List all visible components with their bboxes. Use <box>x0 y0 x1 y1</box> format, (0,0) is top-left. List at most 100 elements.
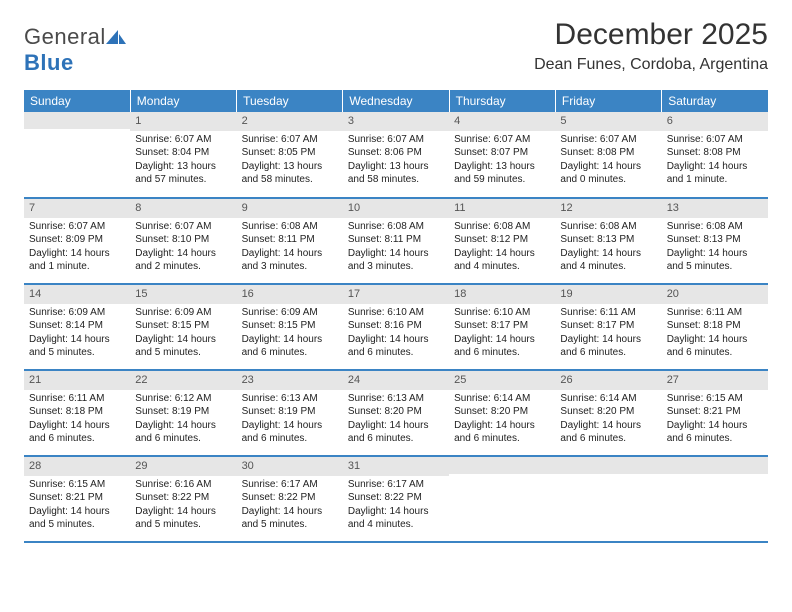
sunrise-text: Sunrise: 6:15 AM <box>667 392 763 406</box>
cell-body: Sunrise: 6:15 AMSunset: 8:21 PMDaylight:… <box>24 476 130 536</box>
daylight-text: Daylight: 14 hours and 5 minutes. <box>242 505 338 532</box>
calendar-cell: 4Sunrise: 6:07 AMSunset: 8:07 PMDaylight… <box>449 112 555 198</box>
sunrise-text: Sunrise: 6:14 AM <box>560 392 656 406</box>
day-number: 27 <box>662 371 768 390</box>
weekday-header: Sunday <box>24 90 130 112</box>
sunrise-text: Sunrise: 6:16 AM <box>135 478 231 492</box>
daylight-text: Daylight: 14 hours and 3 minutes. <box>348 247 444 274</box>
sunset-text: Sunset: 8:11 PM <box>348 233 444 247</box>
daylight-text: Daylight: 14 hours and 5 minutes. <box>667 247 763 274</box>
sunset-text: Sunset: 8:17 PM <box>454 319 550 333</box>
day-number: 12 <box>555 199 661 218</box>
cell-body: Sunrise: 6:07 AMSunset: 8:04 PMDaylight:… <box>130 131 236 191</box>
day-number: 19 <box>555 285 661 304</box>
daylight-text: Daylight: 14 hours and 6 minutes. <box>560 419 656 446</box>
sunset-text: Sunset: 8:19 PM <box>135 405 231 419</box>
calendar-cell: 13Sunrise: 6:08 AMSunset: 8:13 PMDayligh… <box>662 198 768 284</box>
sunrise-text: Sunrise: 6:10 AM <box>348 306 444 320</box>
daylight-text: Daylight: 14 hours and 6 minutes. <box>242 419 338 446</box>
weekday-header: Saturday <box>662 90 768 112</box>
sunset-text: Sunset: 8:15 PM <box>135 319 231 333</box>
cell-body: Sunrise: 6:15 AMSunset: 8:21 PMDaylight:… <box>662 390 768 450</box>
daylight-text: Daylight: 14 hours and 5 minutes. <box>29 505 125 532</box>
sunset-text: Sunset: 8:19 PM <box>242 405 338 419</box>
sunset-text: Sunset: 8:20 PM <box>348 405 444 419</box>
calendar-cell: 15Sunrise: 6:09 AMSunset: 8:15 PMDayligh… <box>130 284 236 370</box>
day-number: 4 <box>449 112 555 131</box>
calendar-cell <box>24 112 130 198</box>
calendar-row: 28Sunrise: 6:15 AMSunset: 8:21 PMDayligh… <box>24 456 768 542</box>
cell-body: Sunrise: 6:09 AMSunset: 8:14 PMDaylight:… <box>24 304 130 364</box>
calendar-table: SundayMondayTuesdayWednesdayThursdayFrid… <box>24 90 768 543</box>
weekday-row: SundayMondayTuesdayWednesdayThursdayFrid… <box>24 90 768 112</box>
cell-body: Sunrise: 6:07 AMSunset: 8:08 PMDaylight:… <box>662 131 768 191</box>
sunset-text: Sunset: 8:18 PM <box>29 405 125 419</box>
cell-body: Sunrise: 6:12 AMSunset: 8:19 PMDaylight:… <box>130 390 236 450</box>
daylight-text: Daylight: 14 hours and 6 minutes. <box>454 419 550 446</box>
daylight-text: Daylight: 14 hours and 6 minutes. <box>560 333 656 360</box>
daylight-text: Daylight: 13 hours and 57 minutes. <box>135 160 231 187</box>
calendar-cell: 16Sunrise: 6:09 AMSunset: 8:15 PMDayligh… <box>237 284 343 370</box>
sunset-text: Sunset: 8:09 PM <box>29 233 125 247</box>
cell-body: Sunrise: 6:17 AMSunset: 8:22 PMDaylight:… <box>237 476 343 536</box>
daylight-text: Daylight: 13 hours and 59 minutes. <box>454 160 550 187</box>
calendar-row: 14Sunrise: 6:09 AMSunset: 8:14 PMDayligh… <box>24 284 768 370</box>
day-number: 16 <box>237 285 343 304</box>
daylight-text: Daylight: 14 hours and 3 minutes. <box>242 247 338 274</box>
day-number: 31 <box>343 457 449 476</box>
daylight-text: Daylight: 14 hours and 6 minutes. <box>29 419 125 446</box>
weekday-header: Thursday <box>449 90 555 112</box>
calendar-row: 1Sunrise: 6:07 AMSunset: 8:04 PMDaylight… <box>24 112 768 198</box>
calendar-cell: 24Sunrise: 6:13 AMSunset: 8:20 PMDayligh… <box>343 370 449 456</box>
daylight-text: Daylight: 14 hours and 4 minutes. <box>348 505 444 532</box>
day-number: 7 <box>24 199 130 218</box>
calendar-cell: 7Sunrise: 6:07 AMSunset: 8:09 PMDaylight… <box>24 198 130 284</box>
title-block: December 2025 Dean Funes, Cordoba, Argen… <box>534 18 768 74</box>
cell-body: Sunrise: 6:16 AMSunset: 8:22 PMDaylight:… <box>130 476 236 536</box>
logo-text-part2: Blue <box>24 50 74 75</box>
cell-body: Sunrise: 6:10 AMSunset: 8:16 PMDaylight:… <box>343 304 449 364</box>
day-number: 25 <box>449 371 555 390</box>
calendar-cell: 19Sunrise: 6:11 AMSunset: 8:17 PMDayligh… <box>555 284 661 370</box>
day-number: 6 <box>662 112 768 131</box>
day-number: 22 <box>130 371 236 390</box>
cell-body: Sunrise: 6:09 AMSunset: 8:15 PMDaylight:… <box>130 304 236 364</box>
daylight-text: Daylight: 14 hours and 4 minutes. <box>454 247 550 274</box>
sunrise-text: Sunrise: 6:17 AM <box>348 478 444 492</box>
day-number: 21 <box>24 371 130 390</box>
calendar-cell: 26Sunrise: 6:14 AMSunset: 8:20 PMDayligh… <box>555 370 661 456</box>
sunrise-text: Sunrise: 6:17 AM <box>242 478 338 492</box>
daylight-text: Daylight: 14 hours and 2 minutes. <box>135 247 231 274</box>
sunrise-text: Sunrise: 6:11 AM <box>29 392 125 406</box>
day-number: 17 <box>343 285 449 304</box>
sunset-text: Sunset: 8:10 PM <box>135 233 231 247</box>
sunset-text: Sunset: 8:04 PM <box>135 146 231 160</box>
calendar-cell: 29Sunrise: 6:16 AMSunset: 8:22 PMDayligh… <box>130 456 236 542</box>
sunrise-text: Sunrise: 6:07 AM <box>454 133 550 147</box>
daylight-text: Daylight: 14 hours and 6 minutes. <box>454 333 550 360</box>
sunset-text: Sunset: 8:22 PM <box>242 491 338 505</box>
weekday-header: Friday <box>555 90 661 112</box>
day-number: 15 <box>130 285 236 304</box>
calendar-cell: 23Sunrise: 6:13 AMSunset: 8:19 PMDayligh… <box>237 370 343 456</box>
calendar-row: 21Sunrise: 6:11 AMSunset: 8:18 PMDayligh… <box>24 370 768 456</box>
sunrise-text: Sunrise: 6:07 AM <box>242 133 338 147</box>
sunset-text: Sunset: 8:16 PM <box>348 319 444 333</box>
day-number: 14 <box>24 285 130 304</box>
day-number: 2 <box>237 112 343 131</box>
day-number: 9 <box>237 199 343 218</box>
cell-body: Sunrise: 6:07 AMSunset: 8:09 PMDaylight:… <box>24 218 130 278</box>
sunrise-text: Sunrise: 6:11 AM <box>667 306 763 320</box>
daylight-text: Daylight: 13 hours and 58 minutes. <box>348 160 444 187</box>
sunset-text: Sunset: 8:11 PM <box>242 233 338 247</box>
sunset-text: Sunset: 8:12 PM <box>454 233 550 247</box>
calendar-cell: 1Sunrise: 6:07 AMSunset: 8:04 PMDaylight… <box>130 112 236 198</box>
day-number <box>555 457 661 474</box>
cell-body: Sunrise: 6:08 AMSunset: 8:11 PMDaylight:… <box>343 218 449 278</box>
cell-body: Sunrise: 6:07 AMSunset: 8:06 PMDaylight:… <box>343 131 449 191</box>
day-number: 24 <box>343 371 449 390</box>
sunset-text: Sunset: 8:08 PM <box>667 146 763 160</box>
sunrise-text: Sunrise: 6:11 AM <box>560 306 656 320</box>
daylight-text: Daylight: 14 hours and 4 minutes. <box>560 247 656 274</box>
sunrise-text: Sunrise: 6:13 AM <box>242 392 338 406</box>
